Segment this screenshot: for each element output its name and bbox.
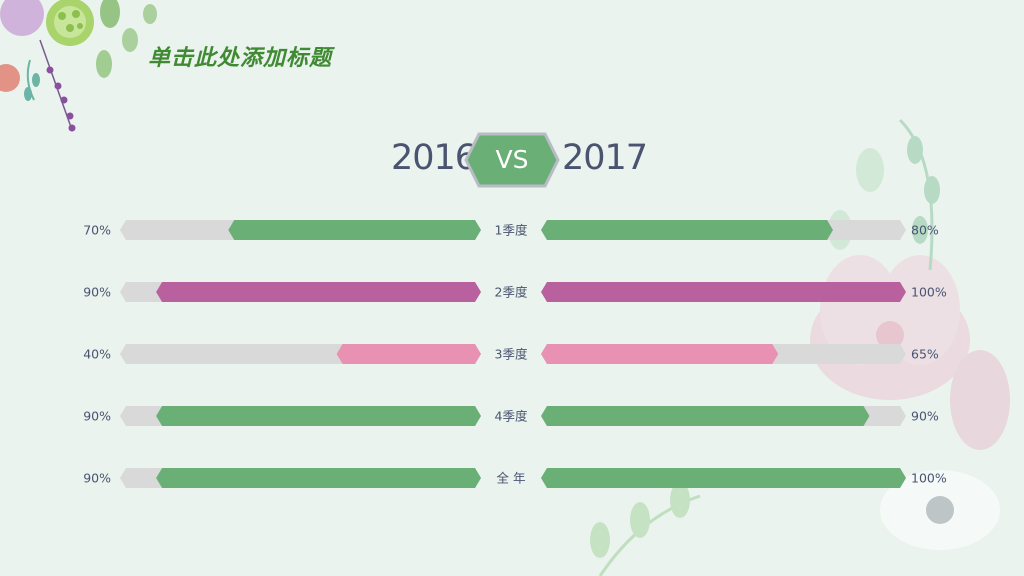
right-bar-4: [541, 406, 870, 426]
left-bar-1: [228, 220, 481, 240]
right-value-label: 90%: [911, 409, 939, 424]
left-value-label: 90%: [83, 285, 111, 300]
left-bar-2: [156, 282, 481, 302]
left-value-label: 90%: [83, 409, 111, 424]
category-label: 2季度: [495, 285, 528, 300]
right-bar-5: [541, 468, 906, 488]
left-year-label: 2016: [391, 138, 477, 178]
category-label: 3季度: [495, 347, 528, 362]
left-value-label: 70%: [83, 223, 111, 238]
category-label: 全 年: [497, 471, 526, 486]
left-value-label: 40%: [83, 347, 111, 362]
right-value-label: 100%: [911, 471, 947, 486]
left-value-label: 90%: [83, 471, 111, 486]
left-bar-5: [156, 468, 481, 488]
right-bar-2: [541, 282, 906, 302]
category-label: 1季度: [495, 223, 528, 238]
left-bar-3: [336, 344, 481, 364]
category-label: 4季度: [495, 409, 528, 424]
vs-label: VS: [495, 145, 529, 174]
page-title[interactable]: 单击此处添加标题: [148, 46, 333, 71]
right-value-label: 65%: [911, 347, 939, 362]
right-year-label: 2017: [562, 138, 648, 178]
vs-hexagon-badge: [464, 132, 560, 188]
right-bar-3: [541, 344, 779, 364]
right-value-label: 80%: [911, 223, 939, 238]
right-bar-1: [541, 220, 833, 240]
left-bar-4: [156, 406, 481, 426]
right-value-label: 100%: [911, 285, 947, 300]
floral-decoration-top-left: [0, 0, 157, 132]
